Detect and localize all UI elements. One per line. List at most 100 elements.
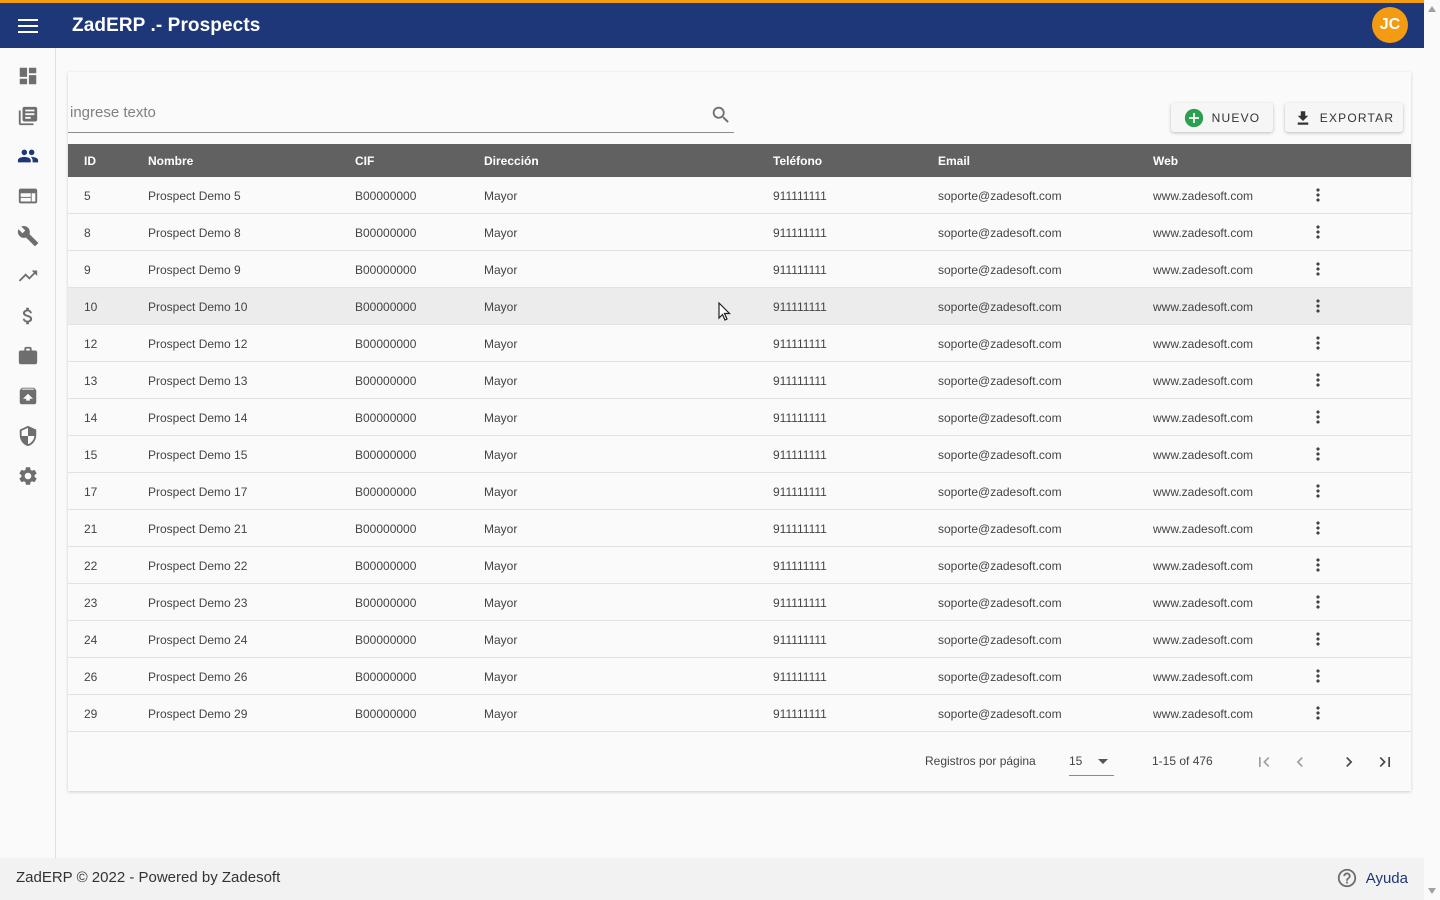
column-header-direccion[interactable]: Dirección [484,153,539,168]
first-page-button[interactable] [1250,748,1278,776]
more-vert-icon[interactable] [1308,370,1328,390]
cell-id: 8 [84,226,91,240]
table-row[interactable]: 8 Prospect Demo 8 B00000000 Mayor 911111111 s… [68,214,1411,251]
more-vert-icon[interactable] [1308,629,1328,649]
table-row[interactable]: 17 Prospect Demo 17 B00000000 Mayor 91111111… [68,473,1411,510]
cell-cif: B00000000 [355,411,417,425]
column-header-id[interactable]: ID [84,153,96,168]
search-input[interactable] [70,104,690,121]
per-page-select[interactable]: 15 [1069,748,1114,776]
sidebar-item-business[interactable] [0,336,56,376]
cell-telefono: 911111111 [773,670,827,684]
cell-id: 14 [84,411,98,425]
more-vert-icon[interactable] [1308,185,1328,205]
sidebar-item-web[interactable] [0,176,56,216]
cell-direccion: Mayor [484,633,518,647]
next-page-button[interactable] [1335,748,1363,776]
cell-direccion: Mayor [484,374,518,388]
sidebar-item-dashboard[interactable] [0,56,56,96]
more-vert-icon[interactable] [1308,481,1328,501]
download-icon [1297,110,1308,125]
table-row[interactable]: 13 Prospect Demo 13 B00000000 Mayor 91111111… [68,362,1411,399]
page-scrollbar[interactable] [1424,0,1440,900]
cell-id: 12 [84,337,98,351]
cell-web: www.zadesoft.com [1153,522,1254,536]
menu-icon[interactable] [0,3,56,48]
table-row[interactable]: 24 Prospect Demo 24 B00000000 Mayor 91111111… [68,621,1411,658]
table-row[interactable]: 21 Prospect Demo 21 B00000000 Mayor 91111111… [68,510,1411,547]
nuevo-button[interactable]: NUEVO [1171,103,1273,132]
sidebar-item-security[interactable] [0,416,56,456]
cell-direccion: Mayor [484,522,518,536]
cell-nombre: Prospect Demo 29 [148,707,248,721]
table-row[interactable]: 10 Prospect Demo 10 B00000000 Mayor 91111111… [68,288,1411,325]
sidebar-item-prospects[interactable] [0,136,56,176]
cell-cif: B00000000 [355,337,417,351]
column-header-cif[interactable]: CIF [355,153,375,168]
cell-direccion: Mayor [484,189,518,203]
trending-up-icon [18,270,38,282]
more-vert-icon[interactable] [1308,259,1328,279]
cell-direccion: Mayor [484,485,518,499]
more-vert-icon[interactable] [1308,703,1328,723]
table-row[interactable]: 29 Prospect Demo 29 B00000000 Mayor 91111111… [68,695,1411,732]
cell-nombre: Prospect Demo 9 [148,263,241,277]
more-vert-icon[interactable] [1308,333,1328,353]
exportar-button[interactable]: EXPORTAR [1285,103,1403,132]
sidebar-item-finance[interactable] [0,296,56,336]
sidebar-item-trends[interactable] [0,256,56,296]
scroll-up-icon[interactable] [1428,6,1436,12]
cell-email: soporte@zadesoft.com [938,263,1062,277]
column-header-email[interactable]: Email [938,153,971,168]
dollar-icon [22,307,33,325]
column-header-telefono[interactable]: Teléfono [773,153,823,168]
cell-telefono: 911111111 [773,189,827,203]
column-header-nombre[interactable]: Nombre [148,153,194,168]
table-row[interactable]: 9 Prospect Demo 9 B00000000 Mayor 911111111 s… [68,251,1411,288]
sidebar-item-archive[interactable] [0,376,56,416]
cell-nombre: Prospect Demo 21 [148,522,248,536]
web-icon [18,188,38,204]
last-page-button[interactable] [1371,748,1399,776]
more-vert-icon[interactable] [1308,296,1328,316]
more-vert-icon[interactable] [1308,222,1328,242]
previous-page-button[interactable] [1286,748,1314,776]
scroll-down-icon[interactable] [1428,888,1436,894]
table-row[interactable]: 15 Prospect Demo 15 B00000000 Mayor 91111111… [68,436,1411,473]
more-vert-icon[interactable] [1308,518,1328,538]
sidebar-item-tools[interactable] [0,216,56,256]
more-vert-icon[interactable] [1308,666,1328,686]
cell-telefono: 911111111 [773,448,827,462]
cell-cif: B00000000 [355,707,417,721]
table-row[interactable]: 23 Prospect Demo 23 B00000000 Mayor 91111111… [68,584,1411,621]
cell-email: soporte@zadesoft.com [938,411,1062,425]
people-icon [17,149,39,163]
cell-nombre: Prospect Demo 13 [148,374,248,388]
help-link[interactable]: Ayuda [1336,867,1408,889]
more-vert-icon[interactable] [1308,555,1328,575]
sidebar-item-library[interactable] [0,96,56,136]
cell-email: soporte@zadesoft.com [938,374,1062,388]
more-vert-icon[interactable] [1308,444,1328,464]
column-header-web[interactable]: Web [1153,153,1179,168]
cell-direccion: Mayor [484,670,518,684]
search-icon[interactable] [710,104,732,126]
table-row[interactable]: 26 Prospect Demo 26 B00000000 Mayor 91111111… [68,658,1411,695]
cell-web: www.zadesoft.com [1153,707,1254,721]
more-vert-icon[interactable] [1308,407,1328,427]
table-row[interactable]: 5 Prospect Demo 5 B00000000 Mayor 911111111 s… [68,177,1411,214]
cell-nombre: Prospect Demo 5 [148,189,241,203]
table-row[interactable]: 12 Prospect Demo 12 B00000000 Mayor 91111111… [68,325,1411,362]
user-avatar[interactable]: JC [1372,7,1408,43]
more-vert-icon[interactable] [1308,592,1328,612]
table-row[interactable]: 14 Prospect Demo 14 B00000000 Mayor 91111111… [68,399,1411,436]
cell-cif: B00000000 [355,448,417,462]
table-row[interactable]: 22 Prospect Demo 22 B00000000 Mayor 91111111… [68,547,1411,584]
cell-cif: B00000000 [355,633,417,647]
top-app-bar: ZadERP .- Prospects JC [0,0,1424,48]
add-circle-icon [1184,108,1203,127]
paginator: Registros por página 15 1-15 of 476 [68,732,1411,790]
sidebar-item-settings[interactable] [0,456,56,496]
chevron-left-icon [1296,757,1303,767]
cell-web: www.zadesoft.com [1153,633,1254,647]
